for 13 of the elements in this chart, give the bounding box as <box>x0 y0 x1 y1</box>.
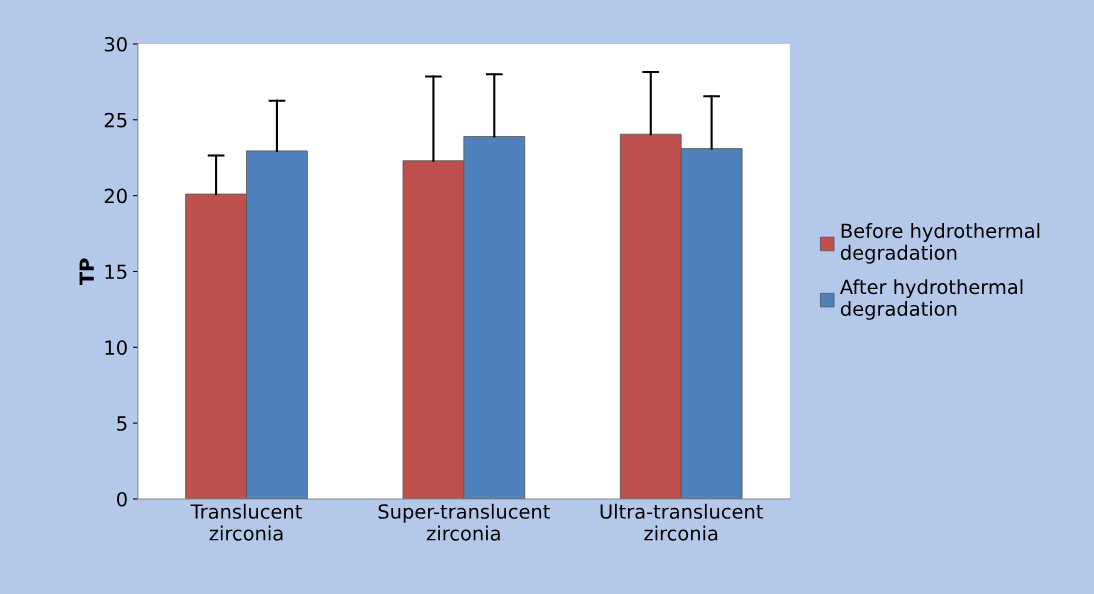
x-tick-label: Ultra-translucent zirconia <box>600 503 763 541</box>
x-tick-label: Super-translucent zirconia <box>378 503 550 541</box>
y-tick-label: 0 <box>117 491 127 507</box>
y-tick-label: 30 <box>104 36 127 52</box>
y-axis-title: TP <box>79 258 94 286</box>
x-tick-label: Translucent zirconia <box>190 503 302 541</box>
y-tick-label: 20 <box>104 188 127 204</box>
y-tick-label: 25 <box>104 112 127 128</box>
y-tick-label: 15 <box>105 264 127 280</box>
legend-label: Before hydrothermal degradation <box>840 223 1040 264</box>
y-tick-label: 5 <box>117 416 127 431</box>
legend-label: After hydrothermal degradation <box>840 279 1023 320</box>
y-tick-label: 10 <box>105 340 127 355</box>
